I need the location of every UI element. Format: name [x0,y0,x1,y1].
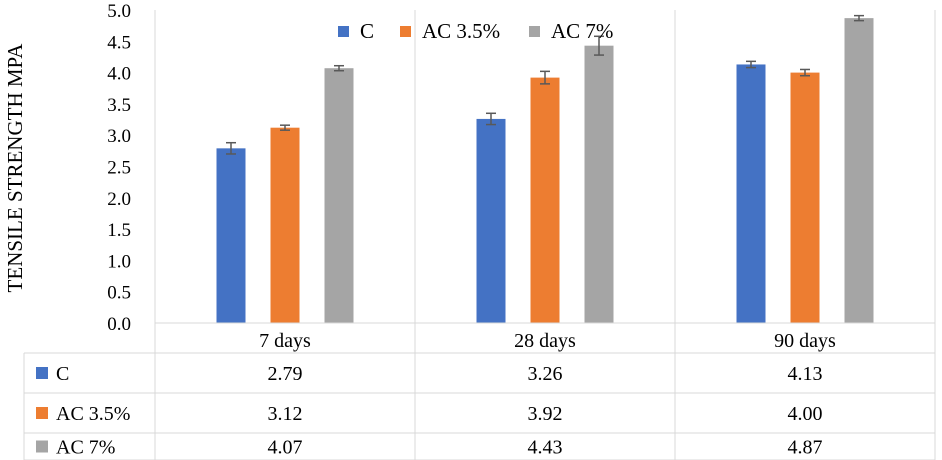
y-tick-label: 4.5 [107,32,131,53]
bar [584,45,614,323]
bar [844,18,874,323]
table-cell-value: 4.00 [788,403,823,425]
table-cell-value: 4.87 [788,437,823,459]
legend-key [529,26,540,37]
y-tick-label: 3.5 [107,95,131,116]
bar [476,118,506,323]
table-cell-value: 3.26 [528,363,563,385]
y-tick-label: 0.5 [107,283,131,304]
table-cell-value: 4.43 [528,437,563,459]
y-tick-label: 3.0 [107,126,131,147]
table-legend-key [36,407,48,419]
data-table: 7 days 28 days 90 days C 2.79 3.26 4.13 AC 3.5%… [23,322,935,460]
table-series-name: AC 3.5% [56,403,130,425]
y-tick-label: 2.0 [107,189,131,210]
grid [154,10,936,460]
bar [790,72,820,323]
bar [530,77,560,323]
legend-key [338,26,349,37]
y-tick-label: 5.0 [107,1,131,22]
category-label: 28 days [514,330,576,352]
table-cell-value: 2.79 [268,363,303,385]
legend-label: AC 7% [551,19,613,43]
legend: C AC 3.5% AC 7% [338,19,613,43]
table-cell-value: 3.12 [268,403,303,425]
legend-key [400,26,411,37]
table-legend-key [36,440,48,453]
y-tick-label: 1.5 [107,220,131,241]
bar [736,64,766,323]
bars [216,14,874,323]
table-cell-value: 4.13 [788,363,823,385]
table-series-name: C [56,363,69,385]
category-label: 7 days [259,330,311,352]
bar [324,68,354,323]
legend-label: AC 3.5% [422,19,500,43]
y-axis-title: TENSILE STRENGTH MPA [3,43,27,293]
legend-label: C [360,19,374,43]
bar [270,127,300,323]
table-series-name: AC 7% [56,437,115,459]
table-cell-value: 4.07 [268,437,303,459]
category-label: 90 days [774,330,836,352]
y-axis: 0.0 0.5 1.0 1.5 2.0 2.5 3.0 3.5 4.0 4.5 5.0 [107,1,131,335]
y-tick-label: 0.0 [107,314,131,335]
table-cell-value: 3.92 [528,403,563,425]
bar [216,148,246,323]
y-tick-label: 4.0 [107,64,131,85]
y-tick-label: 1.0 [107,251,131,272]
table-legend-key [36,367,48,379]
y-tick-label: 2.5 [107,158,131,179]
